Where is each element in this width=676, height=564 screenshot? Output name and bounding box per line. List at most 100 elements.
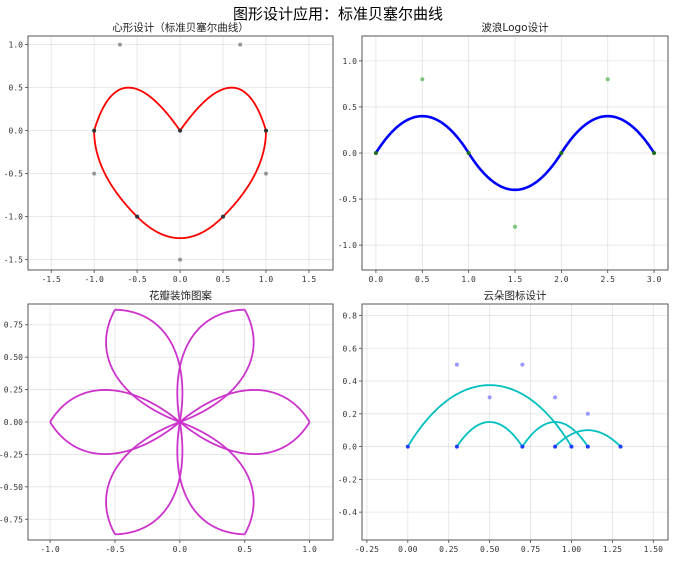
anchor-point: [618, 444, 623, 449]
y-tick-label: -1.0: [338, 241, 357, 250]
y-tick-label: -0.25: [0, 450, 23, 459]
bezier-curve: [49, 389, 181, 423]
anchor-point: [569, 444, 574, 449]
axes-frame: [27, 303, 334, 541]
x-tick-label: -0.5: [127, 275, 146, 284]
subplot-2: 0.0 0.5 1.0 1.5 2.0 2.5 3.0 1.0 0.5 0.0 -0.5 -1.0 波浪…: [338, 21, 669, 284]
bezier-curve: [136, 216, 224, 240]
x-tick-label: 1.0: [302, 545, 317, 554]
y-tick-label: 0.0: [9, 127, 24, 136]
x-tick-label: 1.5: [302, 275, 317, 284]
subplot-4: -0.25 0.00 0.25 0.50 0.75 1.00 1.25 1.50 0.8 0.6 0…: [338, 289, 669, 554]
y-tick-label: 0.4: [343, 377, 358, 386]
control-point: [420, 77, 425, 82]
bezier-curve: [456, 421, 524, 448]
bezier-curve: [374, 114, 470, 154]
control-point: [605, 77, 610, 82]
bezier-curve: [179, 421, 255, 535]
y-tick-label: 0.50: [4, 353, 23, 362]
anchor-point: [178, 128, 183, 133]
y-tick-label: -0.4: [338, 508, 357, 517]
bezier-curve: [467, 152, 563, 192]
y-tick-label: 1.0: [343, 57, 358, 66]
anchor-point: [454, 444, 459, 449]
bezier-curve: [179, 86, 267, 132]
y-tick-label: 0.8: [343, 311, 358, 320]
x-tick-label: -0.25: [355, 545, 379, 554]
anchor-point: [221, 214, 226, 219]
x-tick-label: 2.0: [554, 275, 569, 284]
x-tick-label: 0.0: [173, 545, 188, 554]
anchor-point: [405, 444, 410, 449]
subplot-1: -1.5 -1.0 -0.5 0.0 0.5 1.0 1.5 1.0 0.5 0.0 -0.5 -1.…: [4, 21, 334, 284]
x-tick-label: -1.5: [42, 275, 61, 284]
y-tick-label: 0.5: [343, 103, 358, 112]
control-point: [520, 362, 525, 367]
x-tick-label: 0.25: [439, 545, 458, 554]
bezier-curve: [407, 384, 573, 448]
subplot-title: 云朵图标设计: [484, 289, 547, 302]
anchor-point: [466, 151, 471, 155]
control-point: [487, 395, 492, 400]
bezier-curve: [222, 130, 267, 218]
y-tick-label: -0.2: [338, 475, 357, 484]
x-tick-label: 1.5: [508, 275, 523, 284]
y-tick-label: -0.50: [0, 483, 23, 492]
anchor-point: [135, 214, 140, 219]
y-tick-label: 0.00: [4, 418, 23, 427]
y-tick-label: 1.0: [9, 41, 24, 50]
x-tick-label: 0.00: [398, 545, 417, 554]
control-point: [178, 257, 183, 262]
x-tick-label: 2.5: [601, 275, 616, 284]
x-tick-label: 1.25: [603, 545, 622, 554]
x-tick-label: -1.0: [40, 545, 59, 554]
subplot-title: 波浪Logo设计: [481, 21, 549, 34]
x-tick-label: 1.0: [259, 275, 274, 284]
anchor-point: [559, 151, 564, 155]
anchor-point: [263, 128, 268, 133]
bezier-curve: [179, 421, 311, 455]
control-point: [238, 42, 243, 47]
bezier-curve: [105, 421, 181, 535]
control-point: [585, 411, 590, 416]
bezier-curve: [114, 308, 184, 423]
axes-frame: [361, 35, 669, 271]
anchor-point: [585, 444, 590, 449]
bezier-curve: [521, 421, 589, 448]
y-tick-label: -1.0: [4, 213, 23, 222]
x-tick-label: 0.5: [415, 275, 430, 284]
y-tick-label: -0.5: [4, 170, 23, 179]
bezier-curve: [176, 421, 245, 536]
x-tick-label: 0.5: [238, 545, 253, 554]
control-point: [454, 362, 459, 367]
y-tick-label: -0.5: [338, 195, 357, 204]
bezier-curve: [93, 130, 138, 218]
subplot-title: 心形设计（标准贝塞尔曲线）: [112, 21, 249, 34]
control-point: [92, 171, 97, 176]
bezier-curve: [105, 309, 181, 423]
y-tick-label: -1.5: [4, 256, 23, 265]
x-tick-label: -0.5: [105, 545, 124, 554]
x-tick-label: 0.50: [480, 545, 499, 554]
x-tick-label: 0.5: [216, 275, 231, 284]
y-tick-label: 0.2: [343, 410, 358, 419]
bezier-curve: [93, 86, 181, 132]
bezier-curve: [179, 309, 255, 423]
x-tick-label: 0.0: [369, 275, 384, 284]
anchor-point: [652, 151, 657, 155]
anchor-point: [373, 151, 378, 155]
bezier-curve: [176, 308, 245, 423]
y-tick-label: 0.25: [4, 386, 23, 395]
bezier-curve: [560, 114, 656, 154]
x-tick-label: -1.0: [85, 275, 104, 284]
y-tick-label: -0.75: [0, 515, 23, 524]
x-tick-label: 3.0: [647, 275, 662, 284]
x-tick-label: 0.0: [173, 275, 188, 284]
x-tick-label: 1.50: [644, 545, 663, 554]
y-tick-label: 0.0: [343, 443, 358, 452]
anchor-point: [520, 444, 525, 449]
bezier-curve: [49, 421, 181, 455]
control-point: [117, 42, 122, 47]
subplot-title: 花瓣装饰图案: [149, 289, 212, 302]
